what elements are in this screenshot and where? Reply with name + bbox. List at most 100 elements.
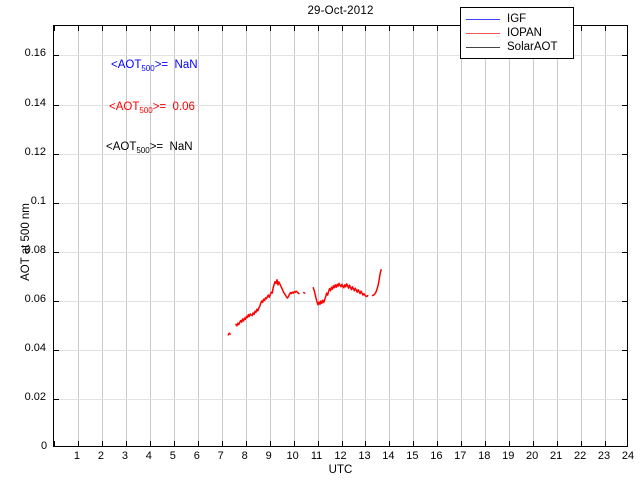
gridline-horizontal xyxy=(54,251,627,253)
x-axis-tick-top xyxy=(101,441,103,446)
y-axis-tick xyxy=(54,55,59,57)
x-axis-tick-top xyxy=(77,441,79,446)
y-tick-label: 0.04 xyxy=(24,341,46,354)
gridline-vertical xyxy=(269,26,271,446)
x-axis-tick-top xyxy=(293,441,295,446)
x-tick-label: 21 xyxy=(550,450,563,462)
legend-color-swatch xyxy=(466,18,500,20)
gridline-vertical xyxy=(125,26,127,446)
x-axis-tick xyxy=(605,26,607,31)
x-axis-tick xyxy=(389,26,391,31)
x-axis-tick xyxy=(341,26,343,31)
data-line-iopan xyxy=(371,268,382,297)
x-axis-tick-top xyxy=(269,441,271,446)
x-axis-title: UTC xyxy=(328,464,353,476)
y-tick-label: 0.06 xyxy=(24,292,46,305)
legend-item-label: IGF xyxy=(507,13,527,25)
legend-item-iopan[interactable]: IOPAN xyxy=(461,26,573,40)
x-axis-tick-top xyxy=(197,441,199,446)
y-tick-label: 0.08 xyxy=(24,243,46,256)
x-axis-tick-top xyxy=(125,441,127,446)
legend-box: IGF IOPAN SolarAOT xyxy=(460,7,574,59)
x-tick-label: 11 xyxy=(310,450,323,462)
gridline-vertical xyxy=(413,26,415,446)
x-tick-label: 8 xyxy=(241,450,248,462)
gridline-vertical xyxy=(533,26,535,446)
x-tick-label: 13 xyxy=(358,450,371,462)
x-axis-tick-top xyxy=(437,441,439,446)
data-series-layer xyxy=(227,268,382,336)
aot-mean-annotation: <AOT500>= 0.06 xyxy=(109,101,195,115)
legend-item-solaraot[interactable]: SolarAOT xyxy=(461,40,573,54)
x-axis-tick-top xyxy=(317,441,319,446)
gridline-horizontal xyxy=(54,104,627,106)
x-axis-tick xyxy=(413,26,415,31)
x-axis-tick-top xyxy=(245,441,247,446)
y-axis-tick-right xyxy=(622,300,627,302)
aot-mean-annotation: <AOT500>= NaN xyxy=(106,141,193,155)
x-axis-tick-top xyxy=(173,441,175,446)
x-tick-label: 6 xyxy=(193,450,200,462)
x-axis-tick xyxy=(54,26,55,31)
y-axis-tick-right xyxy=(622,251,627,253)
x-tick-label: 4 xyxy=(145,450,152,462)
gridline-horizontal xyxy=(54,398,627,400)
y-axis-tick xyxy=(54,202,59,204)
y-tick-label: 0.12 xyxy=(24,145,46,158)
x-axis-tick xyxy=(581,26,583,31)
x-axis-tick xyxy=(245,26,247,31)
x-axis-tick-top xyxy=(389,441,391,446)
y-axis-tick xyxy=(54,398,59,400)
x-tick-label: 14 xyxy=(382,450,395,462)
gridline-vertical xyxy=(245,26,247,446)
x-axis-tick xyxy=(101,26,103,31)
gridline-vertical xyxy=(485,26,487,446)
x-tick-label: 16 xyxy=(430,450,443,462)
y-axis-tick-right xyxy=(622,55,627,57)
gridline-vertical xyxy=(509,26,511,446)
x-axis-tick xyxy=(317,26,319,31)
y-axis-tick-right xyxy=(622,398,627,400)
y-tick-label: 0.14 xyxy=(24,96,46,109)
data-line-iopan xyxy=(227,332,231,336)
gridline-horizontal xyxy=(54,153,627,155)
y-axis-tick-right xyxy=(622,104,627,106)
x-axis-tick-top xyxy=(509,441,511,446)
chart-title: 29-Oct-2012 xyxy=(307,5,374,17)
data-line-iopan xyxy=(235,278,300,327)
y-tick-label: 0.1 xyxy=(30,194,46,207)
y-axis-tick-right xyxy=(622,153,627,155)
x-axis-tick xyxy=(365,26,367,31)
x-tick-label: 15 xyxy=(406,450,419,462)
x-axis-tick xyxy=(77,26,79,31)
gridline-horizontal xyxy=(54,202,627,204)
x-tick-label: 10 xyxy=(286,450,299,462)
plot-area: <AOT500>= NaN <AOT500>= 0.06 <AOT500>= NaN xyxy=(53,25,628,447)
x-tick-label: 7 xyxy=(217,450,224,462)
x-axis-tick-top xyxy=(533,441,535,446)
data-line-iopan xyxy=(312,282,369,306)
x-tick-label: 18 xyxy=(478,450,491,462)
gridline-horizontal xyxy=(54,55,627,57)
y-axis-tick xyxy=(54,251,59,253)
gridline-vertical xyxy=(317,26,319,446)
y-tick-label: 0.16 xyxy=(24,47,46,60)
legend-item-igf[interactable]: IGF xyxy=(461,12,573,26)
x-axis-tick xyxy=(125,26,127,31)
gridline-vertical xyxy=(581,26,583,446)
x-axis-tick-top xyxy=(54,441,55,446)
y-axis-title: AOT at 500 nm xyxy=(20,203,32,281)
gridline-vertical xyxy=(77,26,79,446)
x-axis-tick-top xyxy=(221,441,223,446)
x-axis-tick-top xyxy=(485,441,487,446)
y-axis-tick-right xyxy=(622,202,627,204)
y-axis-tick xyxy=(54,104,59,106)
x-tick-label: 5 xyxy=(169,450,176,462)
y-axis-tick xyxy=(54,300,59,302)
x-axis-tick-top xyxy=(581,441,583,446)
gridline-vertical xyxy=(557,26,559,446)
x-tick-label: 24 xyxy=(621,450,635,462)
x-tick-label: 9 xyxy=(265,450,272,462)
gridline-horizontal xyxy=(54,349,627,351)
